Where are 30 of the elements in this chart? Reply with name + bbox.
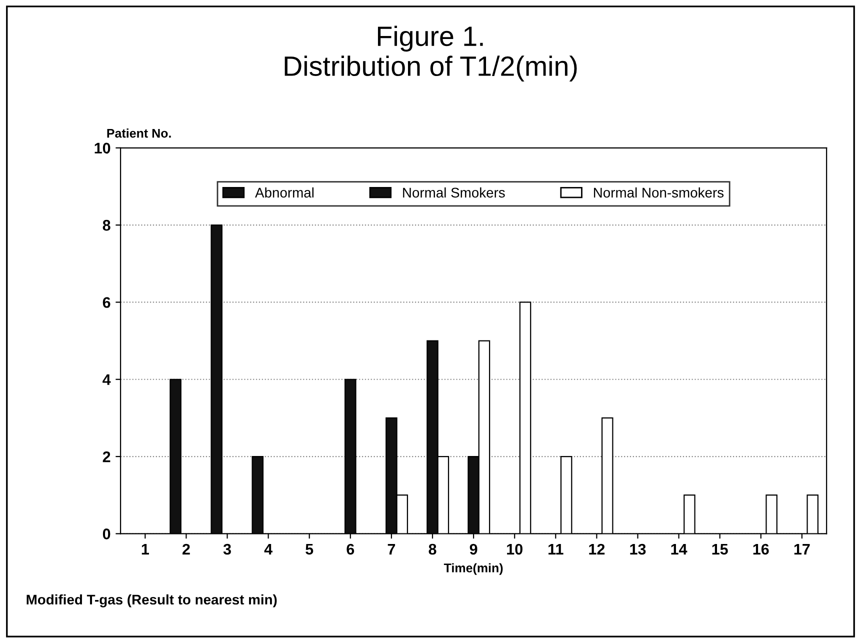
y-axis-title: Patient No. <box>107 128 171 138</box>
x-tick-label: 1 <box>142 544 149 554</box>
y-tick-label: 2 <box>102 451 110 462</box>
x-tick-label: 5 <box>306 544 314 555</box>
chart-title: Figure 1. Distribution of T1/2(min) <box>284 26 577 82</box>
x-tick-label: 17 <box>794 544 810 554</box>
x-tick-label: 8 <box>428 544 436 555</box>
x-tick-label: 7 <box>388 544 396 554</box>
x-tick-label: 12 <box>589 544 605 554</box>
y-tick-label: 8 <box>102 220 110 231</box>
x-tick-label: 4 <box>264 544 272 554</box>
y-tick-label: 4 <box>102 374 111 385</box>
x-tick-label: 15 <box>712 544 728 555</box>
legend-label: Normal Smokers <box>403 187 505 198</box>
y-tick-label: 0 <box>102 528 110 540</box>
x-tick-label: 13 <box>630 544 646 555</box>
x-tick-label: 2 <box>182 544 190 554</box>
x-tick-label: 9 <box>470 544 478 555</box>
y-tick-label: 6 <box>102 297 110 308</box>
legend-label: Normal Non-smokers <box>594 187 724 198</box>
x-tick-label: 3 <box>223 544 231 555</box>
x-tick-label: 10 <box>507 544 522 555</box>
x-axis-title: Time(min) <box>444 563 503 575</box>
x-tick-label: 11 <box>548 544 564 554</box>
x-tick-label: 6 <box>346 544 354 555</box>
x-tick-label: 16 <box>753 544 769 555</box>
x-tick-label: 14 <box>671 544 688 554</box>
text: Modified T-gas (Result to nearest min) <box>26 594 277 608</box>
legend-label: Abnormal <box>255 187 314 198</box>
y-tick-label: 10 <box>94 142 110 154</box>
